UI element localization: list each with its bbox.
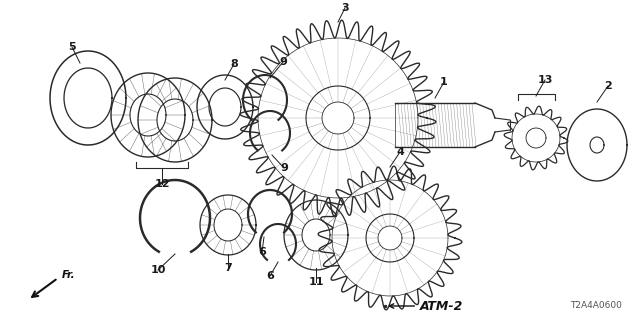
- Text: ATM-2: ATM-2: [389, 300, 463, 313]
- Text: 1: 1: [440, 77, 448, 87]
- Text: 13: 13: [538, 75, 553, 85]
- Text: Fr.: Fr.: [62, 270, 76, 280]
- Text: 4: 4: [396, 147, 404, 157]
- Text: 3: 3: [341, 3, 349, 13]
- Text: 11: 11: [308, 277, 324, 287]
- Text: 12: 12: [154, 179, 170, 189]
- Text: 7: 7: [224, 263, 232, 273]
- Text: 8: 8: [230, 59, 238, 69]
- Text: 2: 2: [604, 81, 612, 91]
- Text: 10: 10: [150, 265, 166, 275]
- Text: 5: 5: [68, 42, 76, 52]
- Text: 9: 9: [280, 163, 288, 173]
- Text: 6: 6: [258, 247, 266, 257]
- Text: 9: 9: [279, 57, 287, 67]
- Text: 6: 6: [266, 271, 274, 281]
- Text: T2A4A0600: T2A4A0600: [570, 301, 622, 310]
